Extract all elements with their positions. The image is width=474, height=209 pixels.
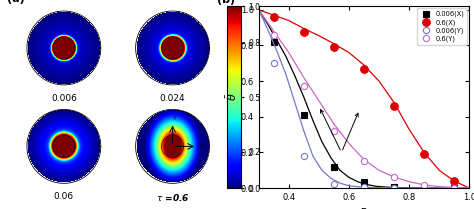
0.6(X) [331, 46, 337, 48]
0.006(X) [271, 41, 277, 43]
0.006(Y) [451, 187, 457, 189]
0.6(Y) [391, 175, 397, 178]
Line: 0.006(Y): 0.006(Y) [271, 60, 457, 191]
0.006(Y) [421, 187, 427, 189]
0.6(X) [271, 16, 277, 18]
0.6(Y) [301, 85, 307, 88]
0.006(Y) [361, 186, 367, 189]
0.006(X) [451, 187, 457, 189]
0.6(Y) [271, 33, 277, 36]
Text: (b): (b) [217, 0, 235, 5]
Text: X: X [199, 144, 202, 149]
0.6(X) [451, 180, 457, 182]
Text: 0.006: 0.006 [51, 94, 77, 103]
0.006(X) [361, 181, 367, 184]
Line: 0.006(X): 0.006(X) [271, 39, 457, 191]
0.6(Y) [421, 184, 427, 186]
Text: Y: Y [173, 116, 177, 121]
0.6(Y) [361, 160, 367, 163]
0.006(X) [391, 185, 397, 188]
Y-axis label: $\bar{\theta}$: $\bar{\theta}$ [225, 93, 239, 102]
Line: 0.6(X): 0.6(X) [270, 13, 458, 185]
Line: 0.6(Y): 0.6(Y) [271, 32, 457, 191]
0.6(Y) [451, 186, 457, 189]
0.6(Y) [331, 130, 337, 132]
X-axis label: R: R [360, 208, 368, 209]
Text: (a): (a) [7, 0, 25, 4]
Legend: 0.006(X), 0.6(X), 0.006(Y), 0.6(Y): 0.006(X), 0.6(X), 0.006(Y), 0.6(Y) [417, 8, 467, 45]
0.006(Y) [271, 62, 277, 65]
0.006(X) [301, 114, 307, 116]
0.006(Y) [391, 187, 397, 189]
0.006(Y) [331, 182, 337, 185]
Text: 0.06: 0.06 [54, 192, 74, 201]
0.006(X) [421, 186, 427, 189]
0.6(X) [361, 68, 367, 70]
0.6(X) [301, 31, 307, 33]
0.6(X) [391, 105, 397, 107]
0.006(Y) [301, 155, 307, 157]
0.006(X) [331, 166, 337, 168]
0.6(X) [421, 153, 427, 155]
Text: $\tau$ =0.6: $\tau$ =0.6 [155, 192, 190, 203]
Text: 0.024: 0.024 [160, 94, 185, 103]
